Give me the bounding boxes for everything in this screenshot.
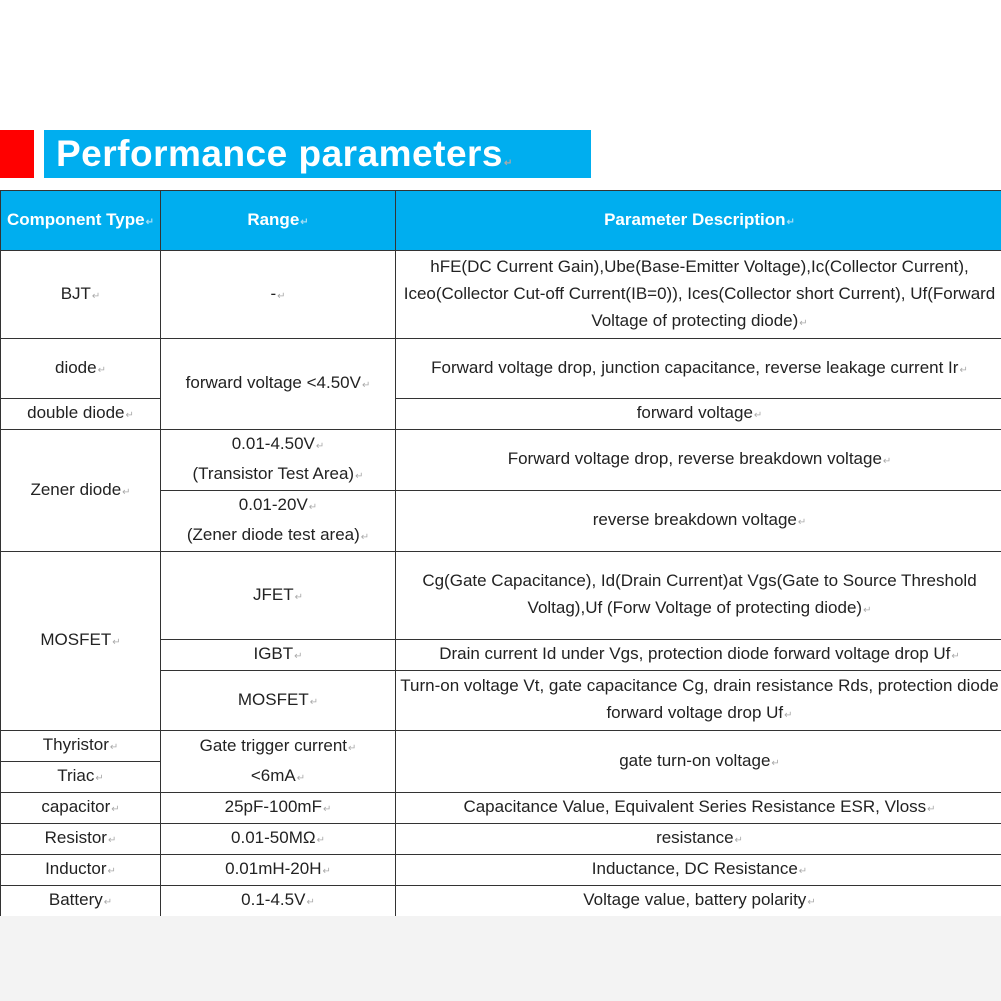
cell-component: double diode — [0, 398, 161, 430]
cell-component: MOSFET — [0, 551, 161, 731]
table-row: double diode forward voltage — [0, 398, 1001, 430]
cell-description: Forward voltage drop, junction capacitan… — [395, 338, 1001, 399]
cell-description: Capacitance Value, Equivalent Series Res… — [395, 792, 1001, 824]
cell-description: Drain current Id under Vgs, protection d… — [395, 639, 1001, 671]
cell-range: IGBT — [160, 639, 396, 671]
table-row: Battery 0.1-4.5V Voltage value, battery … — [0, 885, 1001, 916]
red-marker — [0, 130, 34, 178]
cell-component: capacitor — [0, 792, 161, 824]
cell-component: Inductor — [0, 854, 161, 886]
cell-range: 0.01-20V(Zener diode test area) — [160, 490, 396, 552]
cell-range: 25pF-100mF — [160, 792, 396, 824]
title-banner: Performance parameters — [44, 130, 591, 178]
cell-range: forward voltage <4.50V — [160, 338, 396, 430]
header-description: Parameter Description — [395, 190, 1001, 251]
cell-range: JFET — [160, 551, 396, 640]
table-row: MOSFET JFET Cg(Gate Capacitance), Id(Dra… — [0, 551, 1001, 731]
table-row: Resistor 0.01-50MΩ resistance — [0, 823, 1001, 855]
cell-description: resistance — [395, 823, 1001, 855]
table-row: IGBT Drain current Id under Vgs, protect… — [1, 639, 1001, 671]
performance-table: Component Type Range Parameter Descripti… — [0, 190, 1001, 916]
cell-description: gate turn-on voltage — [395, 730, 1001, 793]
bottom-background — [0, 911, 1001, 1001]
cell-description: Cg(Gate Capacitance), Id(Drain Current)a… — [395, 551, 1001, 640]
cell-range: MOSFET — [160, 670, 396, 731]
cell-description: Forward voltage drop, reverse breakdown … — [395, 429, 1001, 491]
cell-range: 0.01-50MΩ — [160, 823, 396, 855]
table-row: Triac — [0, 761, 1001, 793]
table-row: MOSFET Turn-on voltage Vt, gate capacita… — [1, 670, 1001, 731]
cell-range: Gate trigger current<6mA — [160, 730, 396, 793]
table-row: diode forward voltage <4.50V Forward vol… — [0, 338, 1001, 430]
cell-range: - — [160, 250, 396, 339]
cell-description: Turn-on voltage Vt, gate capacitance Cg,… — [395, 670, 1001, 731]
table-row: 0.01-20V(Zener diode test area) reverse … — [1, 490, 1001, 552]
table-row: Thyristor Gate trigger current<6mA gate … — [0, 730, 1001, 793]
table-header-row: Component Type Range Parameter Descripti… — [0, 190, 1001, 251]
cell-component: Thyristor — [0, 730, 161, 762]
cell-component: Resistor — [0, 823, 161, 855]
cell-component: Battery — [0, 885, 161, 916]
cell-range: 0.01mH-20H — [160, 854, 396, 886]
table-row: BJT - hFE(DC Current Gain),Ube(Base-Emit… — [0, 250, 1001, 339]
cell-description: Inductance, DC Resistance — [395, 854, 1001, 886]
page-title: Performance parameters — [56, 132, 513, 186]
cell-description: reverse breakdown voltage — [395, 490, 1001, 552]
table-row: Zener diode 0.01-4.50V(Transistor Test A… — [0, 429, 1001, 552]
cell-component: BJT — [0, 250, 161, 339]
cell-range: 0.1-4.5V — [160, 885, 396, 916]
cell-description: hFE(DC Current Gain),Ube(Base-Emitter Vo… — [395, 250, 1001, 339]
cell-component: Zener diode — [0, 429, 161, 552]
cell-description: forward voltage — [395, 398, 1001, 430]
table-row: Inductor 0.01mH-20H Inductance, DC Resis… — [0, 854, 1001, 886]
header-component: Component Type — [0, 190, 161, 251]
cell-component: diode — [0, 338, 161, 399]
cell-description: Voltage value, battery polarity — [395, 885, 1001, 916]
header-range: Range — [160, 190, 396, 251]
table-row: capacitor 25pF-100mF Capacitance Value, … — [0, 792, 1001, 824]
cell-range: 0.01-4.50V(Transistor Test Area) — [160, 429, 396, 491]
cell-component: Triac — [0, 761, 161, 793]
